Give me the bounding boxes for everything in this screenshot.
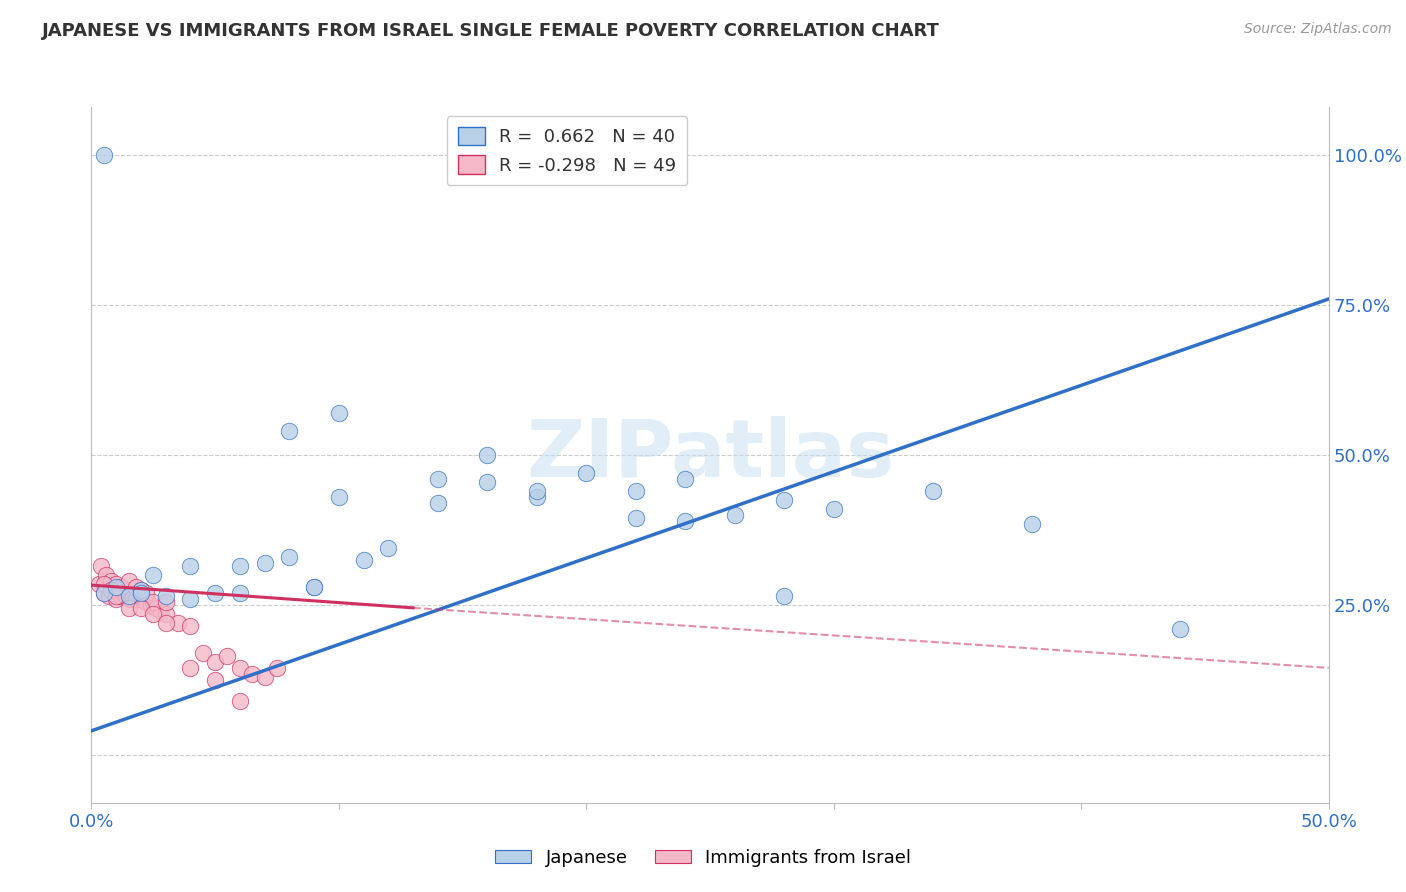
Text: ZIPatlas: ZIPatlas [526, 416, 894, 494]
Point [240, 666, 263, 681]
Point [278, 549, 301, 564]
Point [105, 589, 128, 603]
Point [103, 582, 125, 597]
Point [575, 466, 598, 480]
Point [100, 582, 122, 597]
Legend: R =  0.662   N = 40, R = -0.298   N = 49: R = 0.662 N = 40, R = -0.298 N = 49 [447, 116, 688, 186]
Point [204, 586, 226, 600]
Point [93, 586, 115, 600]
Point [107, 582, 129, 597]
Point [155, 615, 177, 630]
Text: Source: ZipAtlas.com: Source: ZipAtlas.com [1244, 22, 1392, 37]
Point [328, 490, 350, 504]
Point [624, 483, 647, 498]
Point [110, 589, 132, 603]
Point [122, 589, 145, 603]
Point [426, 472, 449, 486]
Point [1021, 516, 1043, 531]
Point [921, 483, 943, 498]
Point [204, 655, 226, 669]
Point [97, 589, 120, 603]
Point [302, 580, 325, 594]
Point [229, 558, 252, 573]
Point [117, 574, 139, 588]
Point [526, 490, 548, 504]
Point [129, 582, 152, 597]
Point [149, 604, 172, 618]
Point [112, 586, 135, 600]
Point [110, 580, 132, 594]
Point [105, 580, 128, 594]
Point [93, 577, 115, 591]
Point [673, 514, 696, 528]
Point [167, 615, 190, 630]
Point [120, 591, 142, 606]
Point [191, 646, 214, 660]
Point [93, 148, 115, 162]
Point [278, 424, 301, 438]
Point [377, 541, 399, 555]
Point [100, 574, 122, 588]
Point [179, 591, 201, 606]
Point [135, 586, 157, 600]
Point [229, 661, 252, 675]
Point [125, 580, 148, 594]
Point [129, 600, 152, 615]
Point [229, 586, 252, 600]
Point [204, 673, 226, 687]
Point [253, 670, 276, 684]
Point [125, 591, 148, 606]
Point [129, 582, 152, 597]
Point [526, 483, 548, 498]
Point [105, 577, 128, 591]
Point [135, 595, 157, 609]
Point [129, 586, 152, 600]
Point [217, 648, 239, 663]
Point [1168, 622, 1191, 636]
Point [115, 589, 138, 603]
Point [773, 589, 796, 603]
Point [93, 586, 115, 600]
Point [673, 472, 696, 486]
Point [87, 577, 110, 591]
Point [477, 448, 499, 462]
Point [229, 694, 252, 708]
Point [302, 580, 325, 594]
Point [328, 406, 350, 420]
Point [90, 558, 112, 573]
Point [129, 589, 152, 603]
Point [179, 619, 201, 633]
Point [624, 511, 647, 525]
Legend: Japanese, Immigrants from Israel: Japanese, Immigrants from Israel [488, 842, 918, 874]
Point [142, 567, 165, 582]
Text: JAPANESE VS IMMIGRANTS FROM ISRAEL SINGLE FEMALE POVERTY CORRELATION CHART: JAPANESE VS IMMIGRANTS FROM ISRAEL SINGL… [42, 22, 941, 40]
Point [117, 586, 139, 600]
Point [179, 661, 201, 675]
Point [155, 595, 177, 609]
Point [426, 496, 449, 510]
Point [823, 502, 845, 516]
Point [105, 591, 128, 606]
Point [724, 508, 747, 522]
Point [142, 607, 165, 621]
Point [142, 595, 165, 609]
Point [353, 553, 375, 567]
Point [179, 558, 201, 573]
Point [139, 598, 162, 612]
Point [117, 600, 139, 615]
Point [477, 475, 499, 489]
Point [155, 589, 177, 603]
Point [145, 600, 167, 615]
Point [773, 492, 796, 507]
Point [117, 589, 139, 603]
Point [253, 556, 276, 570]
Point [266, 661, 288, 675]
Point [96, 567, 118, 582]
Point [155, 607, 177, 621]
